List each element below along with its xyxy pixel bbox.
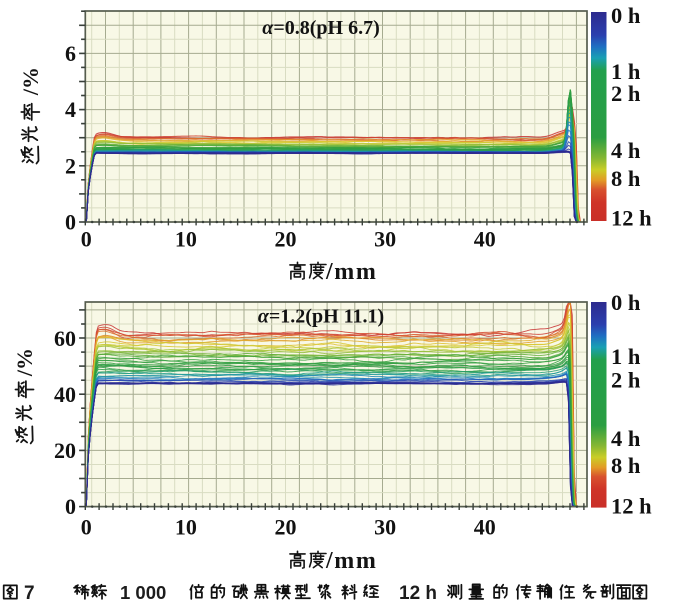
svg-text:8 h: 8 h	[611, 166, 641, 191]
svg-text:4 h: 4 h	[611, 426, 641, 451]
svg-text:α=0.8(pH 6.7): α=0.8(pH 6.7)	[262, 17, 379, 39]
svg-text:/mm: /mm	[325, 259, 377, 285]
svg-text:10: 10	[175, 515, 197, 540]
svg-text:/%: /%	[12, 348, 37, 377]
svg-text:7: 7	[24, 583, 35, 604]
svg-text:0 h: 0 h	[611, 3, 641, 28]
svg-text:20: 20	[54, 438, 76, 463]
svg-text:0 h: 0 h	[611, 290, 641, 315]
svg-text:2 h: 2 h	[611, 367, 641, 392]
svg-text:2 h: 2 h	[611, 81, 641, 106]
svg-text:0: 0	[65, 210, 76, 235]
svg-text:12 h: 12 h	[611, 493, 652, 518]
svg-text:12 h: 12 h	[399, 583, 437, 604]
svg-text:4 h: 4 h	[611, 138, 641, 163]
svg-text:30: 30	[374, 227, 396, 252]
svg-text:6: 6	[65, 41, 76, 66]
svg-text:4: 4	[65, 97, 76, 122]
svg-text:/%: /%	[18, 67, 43, 96]
svg-text:30: 30	[374, 515, 396, 540]
svg-text:20: 20	[275, 227, 297, 252]
svg-text:1 h: 1 h	[611, 59, 641, 84]
svg-text:40: 40	[54, 382, 76, 407]
svg-text:α=1.2(pH 11.1): α=1.2(pH 11.1)	[258, 306, 384, 328]
svg-text:0: 0	[81, 227, 92, 252]
svg-text:40: 40	[474, 227, 496, 252]
svg-text:40: 40	[474, 515, 496, 540]
svg-text:0: 0	[81, 515, 92, 540]
svg-text:1 h: 1 h	[611, 344, 641, 369]
svg-text:10: 10	[175, 227, 197, 252]
svg-text:1 000: 1 000	[120, 582, 166, 603]
svg-text:12 h: 12 h	[611, 205, 652, 230]
svg-text:2: 2	[65, 153, 76, 178]
svg-text:60: 60	[54, 326, 76, 351]
svg-text:/mm: /mm	[325, 548, 377, 574]
svg-text:0: 0	[65, 494, 76, 519]
svg-text:20: 20	[275, 515, 297, 540]
svg-text:8 h: 8 h	[611, 453, 641, 478]
